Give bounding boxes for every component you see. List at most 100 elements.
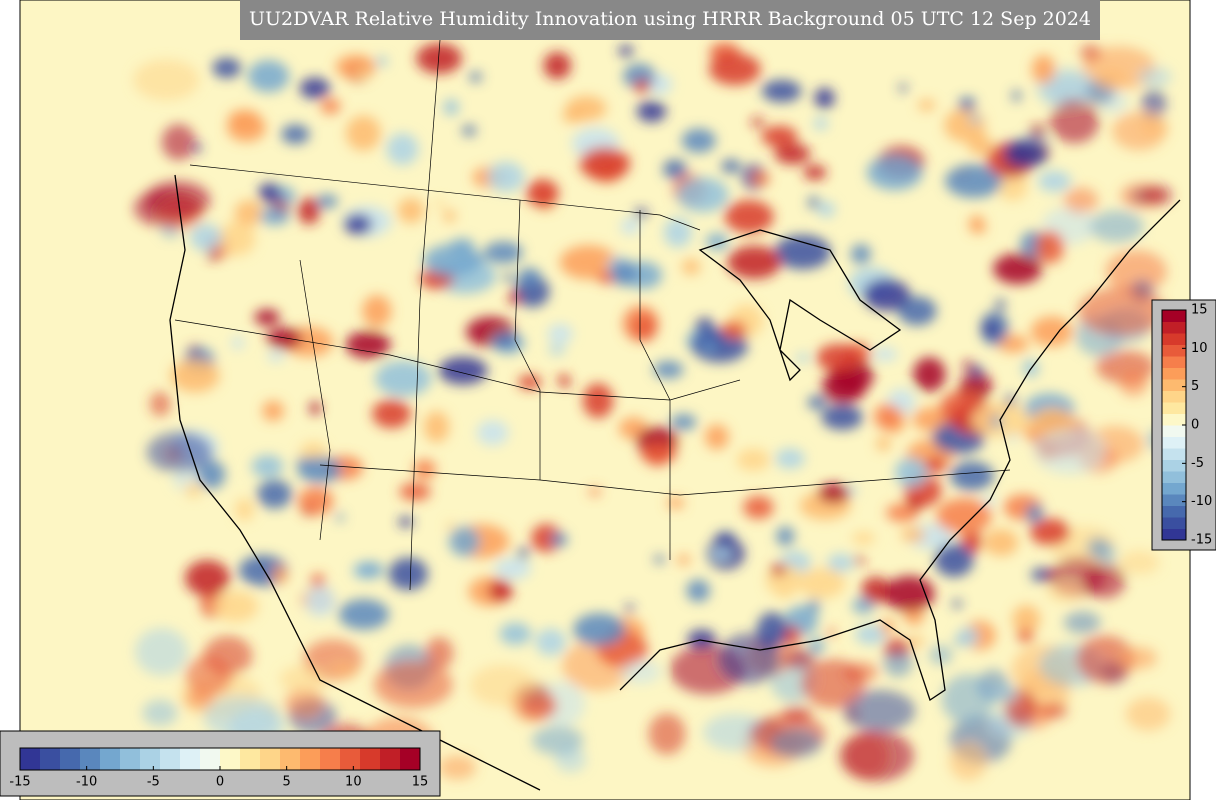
innovation-blob	[949, 742, 987, 781]
innovation-blob	[559, 245, 618, 280]
colorbar-swatch	[1162, 448, 1186, 460]
innovation-field	[133, 42, 1172, 782]
innovation-blob	[687, 629, 717, 650]
innovation-blob	[1046, 581, 1084, 603]
innovation-blob	[855, 624, 887, 645]
innovation-blob	[983, 322, 998, 337]
innovation-blob	[423, 411, 450, 443]
innovation-blob	[423, 244, 481, 277]
innovation-blob	[883, 648, 913, 678]
innovation-blob	[941, 674, 995, 725]
innovation-blob	[929, 645, 953, 665]
colorbar-swatch	[80, 748, 101, 770]
innovation-blob	[663, 159, 687, 179]
innovation-blob	[610, 260, 637, 286]
innovation-blob	[866, 154, 923, 191]
innovation-blob	[212, 57, 242, 79]
innovation-blob	[443, 99, 459, 116]
innovation-blob	[304, 585, 336, 617]
innovation-blob	[1125, 697, 1171, 731]
innovation-blob	[438, 755, 476, 780]
innovation-blob	[751, 117, 764, 127]
innovation-blob	[251, 455, 284, 478]
colorbar-swatch	[1162, 471, 1186, 483]
colorbar-tick-label: -10	[1191, 494, 1212, 509]
innovation-blob	[517, 548, 530, 559]
west-coast	[169, 174, 541, 791]
innovation-blob	[618, 45, 634, 57]
colorbar-swatch	[1162, 344, 1186, 357]
innovation-blob	[285, 687, 324, 719]
title-banner	[240, 0, 1100, 40]
great-lakes	[698, 229, 902, 382]
innovation-blob	[653, 555, 665, 564]
innovation-blob	[550, 532, 568, 547]
innovation-blob	[743, 495, 774, 520]
colorbar-swatch	[1162, 379, 1186, 391]
innovation-blob	[535, 628, 567, 656]
innovation-blob	[281, 124, 310, 144]
innovation-blob	[259, 207, 290, 226]
innovation-blob	[579, 147, 631, 181]
innovation-blob	[266, 327, 303, 350]
innovation-blob	[724, 200, 774, 234]
innovation-blob	[701, 342, 717, 352]
colorbar-swatch	[1162, 333, 1186, 345]
innovation-blob	[863, 278, 910, 311]
title: UU2DVAR Relative Humidity Innovation usi…	[249, 8, 1091, 30]
innovation-blob	[934, 543, 974, 577]
innovation-blob	[969, 114, 981, 124]
innovation-blob	[258, 182, 281, 203]
innovation-blob	[1017, 628, 1034, 643]
innovation-blob	[375, 360, 432, 397]
innovation-blob	[843, 689, 916, 732]
colorbar-swatch	[1162, 528, 1186, 541]
innovation-blob	[297, 197, 321, 225]
colorbar-tick-label: 0	[216, 775, 224, 790]
innovation-blob	[1063, 187, 1098, 214]
innovation-blob	[1023, 426, 1034, 439]
innovation-blob	[636, 100, 667, 123]
innovation-blob	[1077, 286, 1166, 336]
innovation-blob	[949, 461, 994, 491]
border	[514, 199, 541, 480]
innovation-blob	[208, 251, 218, 261]
colorbar-swatch	[120, 748, 141, 770]
innovation-blob	[547, 323, 573, 344]
innovation-blob	[573, 613, 626, 647]
innovation-blob	[634, 79, 651, 94]
innovation-blob	[808, 599, 821, 612]
colorbar-swatch	[60, 748, 81, 770]
innovation-blob	[993, 253, 1043, 285]
innovation-blob	[372, 399, 411, 429]
innovation-blob	[161, 124, 196, 161]
colorbar-swatch	[320, 748, 341, 770]
innovation-blob	[983, 529, 1019, 557]
innovation-blob	[720, 320, 747, 339]
innovation-blob	[279, 665, 327, 694]
colorbar-swatch	[160, 748, 181, 770]
innovation-blob	[670, 414, 697, 431]
innovation-blob	[142, 699, 178, 727]
colorbar-swatch	[360, 748, 381, 770]
innovation-blob	[639, 442, 678, 464]
innovation-blob	[827, 628, 836, 637]
innovation-blob	[135, 628, 189, 676]
innovation-blob	[736, 448, 770, 472]
innovation-blob	[1037, 170, 1072, 193]
innovation-blob	[300, 441, 328, 462]
colorbar-swatch	[1162, 390, 1186, 403]
innovation-blob	[267, 351, 285, 362]
innovation-blob	[992, 684, 1020, 704]
innovation-blob	[957, 627, 980, 646]
innovation-blob	[335, 54, 376, 79]
innovation-blob	[936, 498, 992, 534]
innovation-blob	[1119, 550, 1160, 575]
colorbar-swatch	[180, 748, 201, 770]
innovation-blob	[508, 291, 521, 305]
innovation-blob	[262, 400, 285, 422]
colorbar-swatch	[1162, 436, 1186, 449]
innovation-blob	[565, 95, 607, 121]
colorbar-swatch	[1162, 505, 1186, 518]
